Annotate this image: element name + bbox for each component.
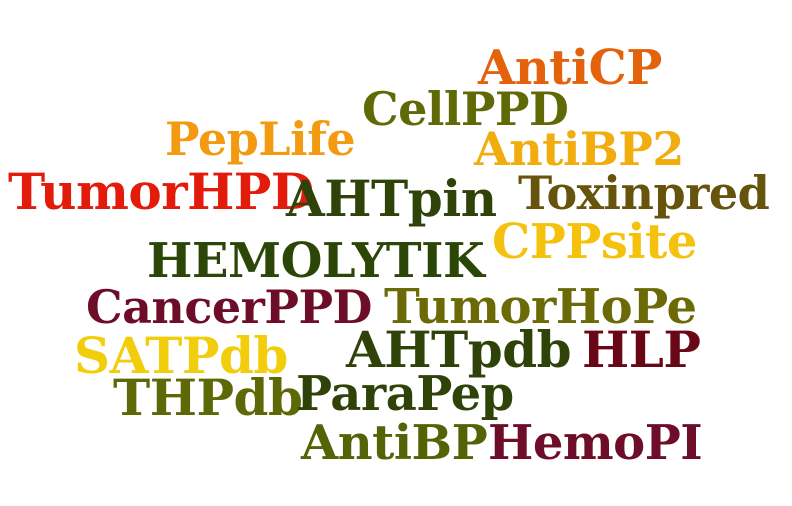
word-toxinpred: Toxinpred <box>518 166 770 220</box>
word-anticp: AntiCP <box>478 40 662 96</box>
word-peplife: PepLife <box>165 112 356 166</box>
word-parapep: ParaPep <box>296 366 514 422</box>
word-cancerppd: CancerPPD <box>86 280 372 334</box>
word-ahtpdb: AHTpdb <box>346 320 572 379</box>
word-tumorhope: TumorHoPe <box>384 279 697 335</box>
word-ahtpin: AHTpin <box>286 169 497 228</box>
word-tumorhpd: TumorHPD <box>8 162 314 221</box>
word-cellppd: CellPPD <box>362 82 569 136</box>
word-hlp: HLP <box>582 320 701 379</box>
word-cppsite: CPPsite <box>492 214 697 270</box>
word-satpdb: SATPdb <box>74 326 288 385</box>
word-hemopi: HemoPI <box>488 415 703 471</box>
word-thpdb: THPdb <box>113 368 303 427</box>
word-antibp: AntiBP <box>301 415 488 471</box>
word-antibp2: AntiBP2 <box>474 122 684 176</box>
word-hemolytik: HEMOLYTIK <box>147 233 485 289</box>
